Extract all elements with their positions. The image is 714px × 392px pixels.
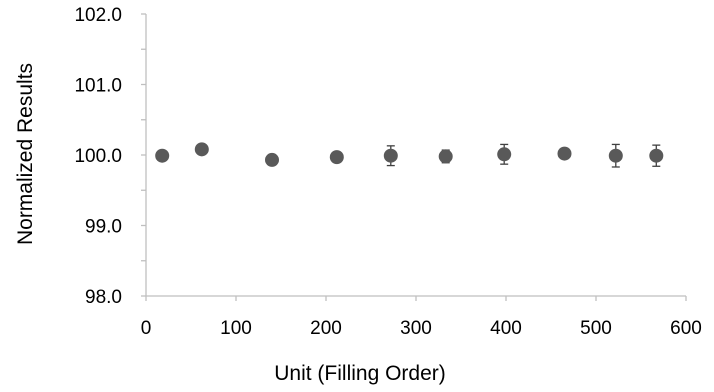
y-tick-label: 98.0: [85, 287, 122, 308]
data-point: [557, 146, 572, 161]
axes: [145, 14, 686, 297]
x-tick-label: 500: [580, 318, 612, 339]
data-marker: [155, 148, 170, 163]
data-marker: [383, 148, 398, 163]
data-point: [265, 152, 279, 167]
x-tick-label: 600: [670, 318, 702, 339]
y-tick-label: 101.0: [74, 76, 122, 97]
data-points: [155, 142, 664, 168]
data-point: [155, 148, 170, 163]
y-axis-label: Normalized Results: [14, 63, 37, 245]
data-marker: [497, 147, 512, 162]
data-marker: [329, 150, 344, 165]
data-point: [438, 149, 453, 164]
data-point: [649, 144, 664, 167]
data-point: [329, 150, 344, 165]
x-tick-label: 0: [141, 318, 152, 339]
y-tick-label: 102.0: [74, 5, 122, 26]
x-axis-label: Unit (Filling Order): [274, 362, 446, 385]
data-marker: [557, 146, 572, 161]
y-tick-label: 99.0: [85, 217, 122, 238]
data-marker: [194, 142, 209, 157]
data-marker: [608, 148, 623, 163]
data-point: [608, 143, 623, 168]
data-marker: [649, 148, 664, 163]
x-tick-label: 100: [220, 318, 252, 339]
x-tick-label: 200: [310, 318, 342, 339]
data-point: [194, 142, 209, 157]
data-point: [497, 143, 512, 165]
data-marker: [438, 149, 453, 164]
y-tick-label: 100.0: [74, 146, 122, 167]
data-marker: [265, 152, 279, 167]
x-tick-label: 400: [490, 318, 522, 339]
data-point: [383, 145, 398, 167]
x-tick-label: 300: [400, 318, 432, 339]
y-axis-ticks: 98.0 99.0 100.0 101.0 102.0: [74, 5, 146, 308]
x-axis-ticks: 0 100 200 300 400 500 600: [141, 296, 702, 339]
